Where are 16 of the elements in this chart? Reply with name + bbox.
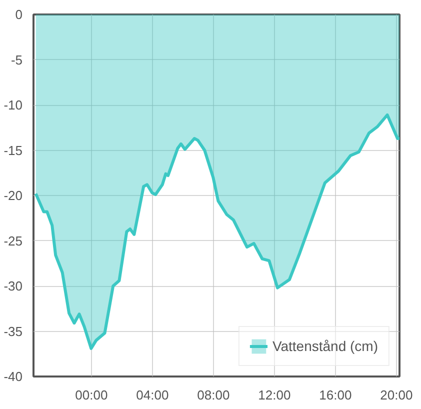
x-tick-label: 00:00 [75,388,108,402]
x-tick-label: 20:00 [380,388,413,402]
y-tick-label: 0 [15,7,23,22]
y-tick-label: -15 [4,142,23,158]
y-tick-label: -40 [4,369,23,384]
y-tick-label: -5 [10,52,23,68]
x-tick-label: 04:00 [136,388,169,402]
y-tick-label: -25 [4,233,23,248]
x-tick-label: 16:00 [319,388,352,402]
legend-label: Vattenstånd (cm) [272,338,378,354]
x-tick-label: 12:00 [258,388,291,402]
y-tick-label: -30 [4,278,23,294]
y-tick-label: -20 [4,188,23,203]
y-tick-label: -35 [4,324,23,339]
y-tick-label: -10 [4,98,23,112]
x-tick-label: 08:00 [197,388,230,402]
